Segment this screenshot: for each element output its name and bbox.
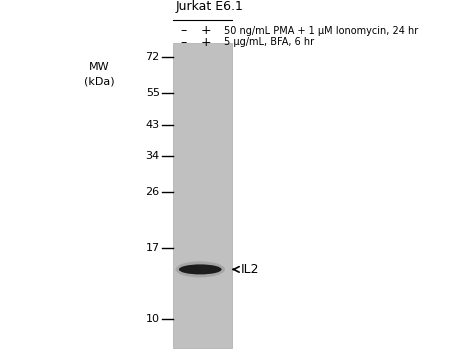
Text: 50 ng/mL PMA + 1 μM Ionomycin, 24 hr: 50 ng/mL PMA + 1 μM Ionomycin, 24 hr: [224, 25, 418, 36]
Ellipse shape: [179, 264, 221, 274]
Text: IL2: IL2: [241, 263, 259, 276]
Text: 72: 72: [145, 52, 160, 62]
Text: MW: MW: [89, 62, 109, 72]
Text: +: +: [201, 36, 212, 49]
Text: +: +: [201, 24, 212, 37]
Text: 5 μg/mL, BFA, 6 hr: 5 μg/mL, BFA, 6 hr: [224, 37, 314, 47]
Text: –: –: [180, 36, 187, 49]
Text: Jurkat E6.1: Jurkat E6.1: [176, 0, 243, 13]
Text: 55: 55: [146, 88, 160, 98]
Text: 10: 10: [146, 314, 160, 324]
Text: (kDa): (kDa): [84, 76, 114, 86]
Bar: [173, 43, 232, 348]
Text: 26: 26: [146, 187, 160, 197]
Text: –: –: [180, 24, 187, 37]
Ellipse shape: [176, 261, 225, 278]
Text: 43: 43: [146, 120, 160, 130]
Text: 17: 17: [146, 243, 160, 253]
Text: 34: 34: [146, 151, 160, 162]
